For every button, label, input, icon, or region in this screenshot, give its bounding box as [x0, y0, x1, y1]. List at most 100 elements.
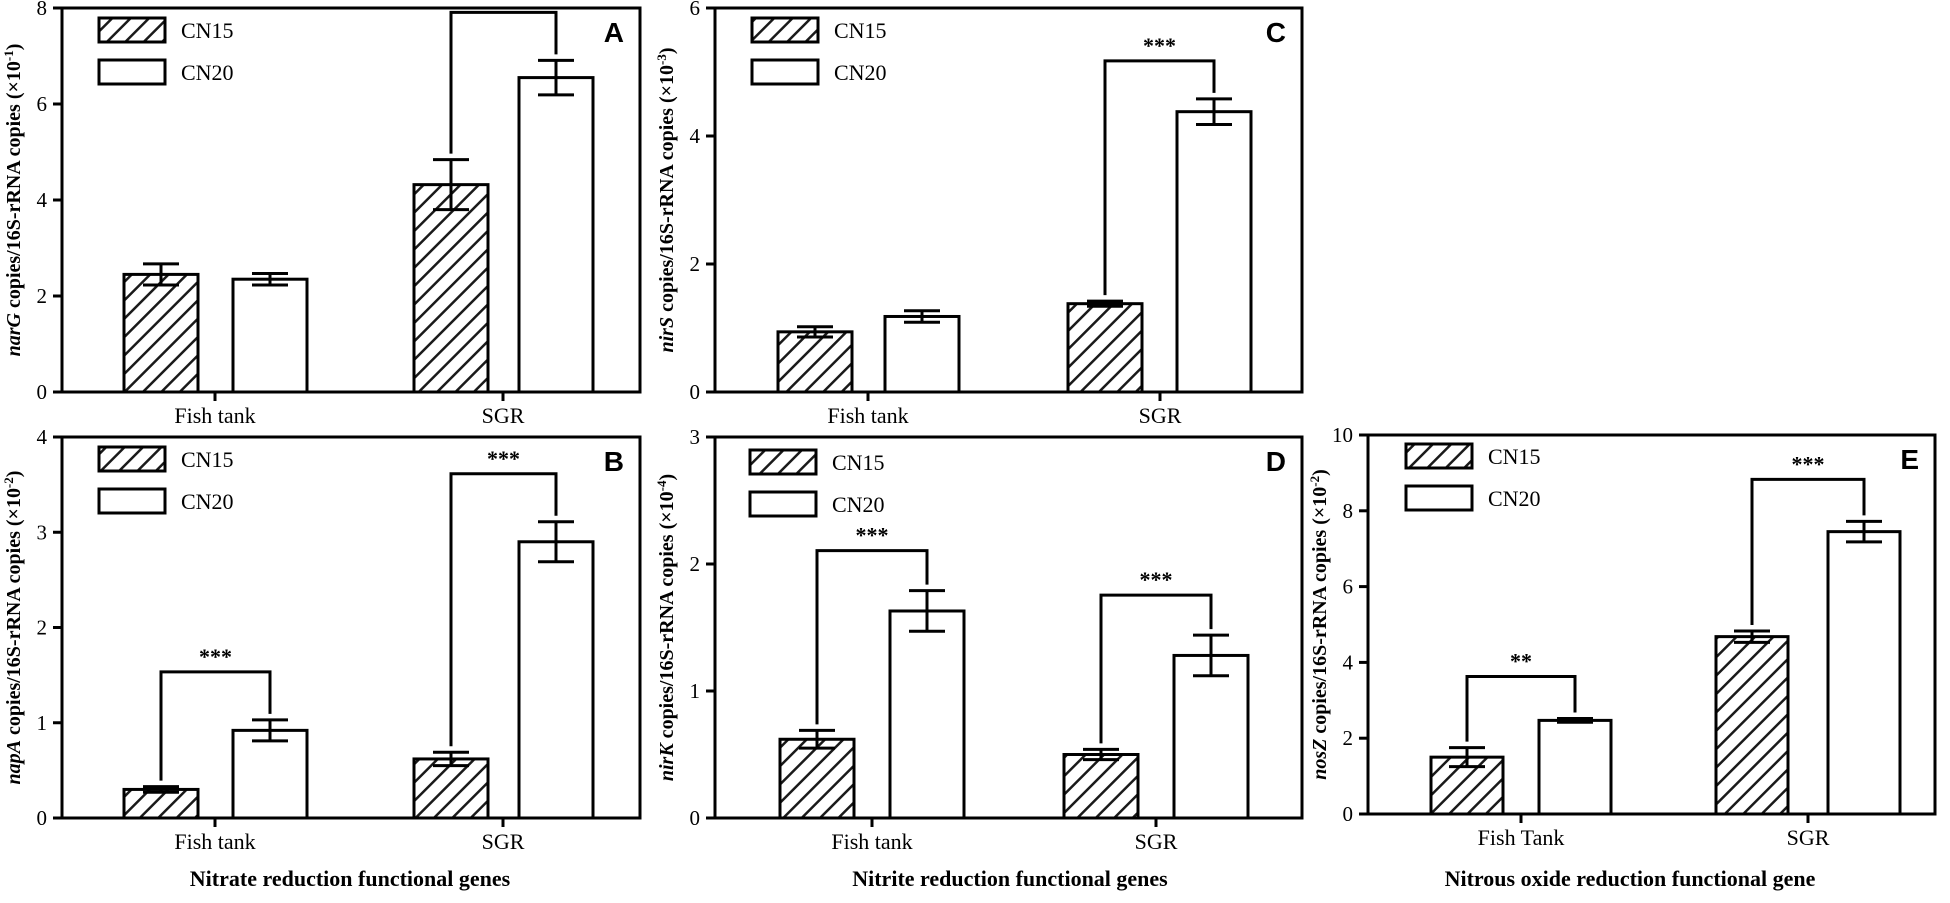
bar-e-cn20-0: [1537, 718, 1613, 816]
legend-swatch: [97, 58, 167, 86]
bar-a-cn20-0: [231, 277, 309, 394]
significance-bracket-a-1: **: [449, 0, 558, 154]
significance-line: [449, 10, 558, 154]
significance-marker-three-stars: ***: [1140, 567, 1173, 592]
y-tick-label-e-3: 6: [1343, 575, 1354, 599]
legend-swatch: [97, 487, 167, 515]
error-bar-d-cn20-1: [1193, 633, 1229, 678]
significance-bracket-d-0: ***: [815, 523, 929, 725]
legend-item-c-cn20: CN20: [750, 58, 887, 86]
y-tick-label-a-1: 2: [37, 284, 48, 308]
x-tick-label-d-1: SGR: [1135, 829, 1178, 854]
significance-bracket-e-1: ***: [1750, 451, 1866, 625]
legend-item-a-cn20: CN20: [97, 58, 234, 86]
group-label-nitrate: Nitrate reduction functional genes: [189, 866, 511, 891]
y-tick-label-c-2: 4: [690, 124, 701, 148]
y-tick-label-e-5: 10: [1332, 423, 1353, 447]
y-tick-label-c-0: 0: [690, 380, 701, 404]
error-bar-a-cn15-0: [143, 262, 179, 287]
x-tick-label-a-1: SGR: [482, 403, 525, 428]
y-tick-label-b-4: 4: [37, 425, 48, 449]
significance-bracket-b-0: ***: [159, 644, 272, 781]
bar-b-cn15-1: [412, 757, 490, 820]
group-label-nitrite: Nitrite reduction functional genes: [852, 866, 1168, 891]
y-tick-label-b-2: 2: [37, 616, 48, 640]
x-tick-label-a-0: Fish tank: [174, 403, 255, 428]
error-bar-b-cn20-1: [538, 520, 574, 564]
x-tick-label-e-1: SGR: [1787, 825, 1830, 850]
y-tick-label-e-4: 8: [1343, 499, 1354, 523]
legend-swatch: [97, 445, 167, 473]
y-tick-label-c-1: 2: [690, 252, 701, 276]
legend-item-b-cn20: CN20: [97, 487, 234, 515]
significance-marker-three-stars: ***: [487, 446, 520, 471]
legend-label: CN15: [181, 18, 234, 43]
x-tick-label-d-0: Fish tank: [831, 829, 912, 854]
significance-marker-three-stars: ***: [199, 644, 232, 669]
bar-c-cn15-1: [1066, 302, 1144, 394]
significance-bracket-c-1: ***: [1103, 33, 1216, 296]
bar-a-cn15-1: [412, 183, 490, 394]
significance-line: [1103, 59, 1216, 296]
legend-swatch: [750, 58, 820, 86]
legend-swatch: [750, 16, 820, 44]
plot-frame-c: [713, 6, 1304, 394]
bar-b-cn20-1: [517, 540, 595, 820]
error-bar-a-cn15-1: [433, 158, 469, 212]
plot-frame-d: [713, 435, 1304, 820]
y-tick-label-b-0: 0: [37, 806, 48, 830]
legend-label: CN20: [181, 489, 234, 514]
error-bar-a-cn20-1: [538, 58, 574, 97]
bar-a-cn20-1: [517, 76, 595, 394]
bar-a-cn15-0: [122, 272, 200, 394]
legend-item-b-cn15: CN15: [97, 445, 234, 473]
y-tick-label-d-0: 0: [690, 806, 701, 830]
error-bar-a-cn20-0: [252, 271, 288, 287]
error-bar-d-cn20-0: [909, 589, 945, 633]
error-bar-b-cn15-0: [143, 785, 179, 794]
panel-letter-a: A: [604, 17, 624, 48]
panel-letter-d: D: [1266, 446, 1286, 477]
x-tick-label-c-1: SGR: [1139, 403, 1182, 428]
x-tick-label-b-0: Fish tank: [174, 829, 255, 854]
bar-b-cn20-0: [231, 728, 309, 820]
bar-b-cn15-0: [122, 787, 200, 820]
y-axis-label-e: nosZ copies/16S-rRNA copies (×10-2): [1307, 469, 1332, 780]
legend-label: CN15: [834, 18, 887, 43]
legend-item-e-cn20: CN20: [1404, 484, 1541, 512]
bar-c-cn20-1: [1175, 110, 1253, 394]
y-tick-label-d-2: 2: [690, 552, 701, 576]
y-tick-label-e-1: 2: [1343, 726, 1354, 750]
legend-label: CN15: [1488, 444, 1541, 469]
significance-line: [159, 670, 272, 781]
significance-bracket-d-1: ***: [1099, 567, 1213, 744]
legend-label: CN20: [1488, 486, 1541, 511]
panel-letter-c: C: [1266, 17, 1286, 48]
significance-bracket-e-0: **: [1465, 648, 1577, 742]
legend-swatch: [97, 16, 167, 44]
x-tick-label-b-1: SGR: [482, 829, 525, 854]
significance-line: [449, 472, 558, 747]
y-axis-label-a: narG copies/16S-rRNA copies (×10-1): [1, 44, 26, 357]
y-axis-label-c: nirS copies/16S-rRNA copies (×10-3): [654, 47, 679, 352]
group-label-nitrous-oxide: Nitrous oxide reduction functional gene: [1444, 866, 1816, 891]
error-bar-c-cn20-0: [904, 309, 940, 324]
significance-marker-two-stars: **: [1510, 648, 1532, 673]
error-bar-e-cn15-0: [1449, 746, 1485, 769]
error-bar-e-cn20-0: [1557, 716, 1593, 724]
panel-letter-b: B: [604, 446, 624, 477]
legend-item-d-cn15: CN15: [748, 448, 885, 476]
significance-marker-two-stars: **: [493, 0, 515, 9]
x-tick-label-c-0: Fish tank: [827, 403, 908, 428]
bar-d-cn20-1: [1172, 653, 1250, 820]
y-tick-label-c-3: 6: [690, 0, 701, 20]
error-bar-b-cn15-1: [433, 750, 469, 768]
legend-swatch: [748, 448, 818, 476]
bar-e-cn15-1: [1714, 635, 1790, 816]
bar-d-cn20-0: [888, 609, 966, 820]
